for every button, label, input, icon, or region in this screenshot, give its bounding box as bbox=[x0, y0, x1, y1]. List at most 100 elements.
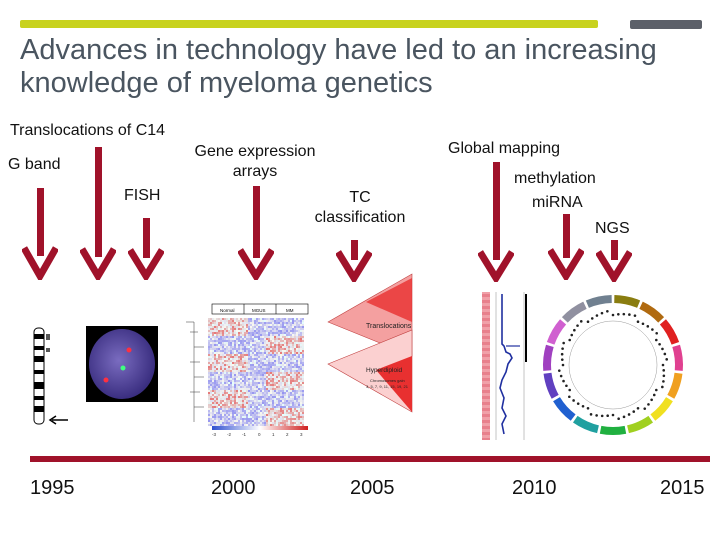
heatmap-cell bbox=[294, 324, 296, 326]
heatmap-cell bbox=[290, 346, 292, 348]
heatmap-cell bbox=[256, 324, 258, 326]
heatmap-cell bbox=[270, 344, 272, 346]
heatmap-cell bbox=[218, 362, 220, 364]
heatmap-cell bbox=[254, 354, 256, 356]
heatmap-cell bbox=[282, 408, 284, 410]
heatmap-cell bbox=[260, 422, 262, 424]
circos-point bbox=[627, 413, 631, 416]
heatmap-cell bbox=[208, 358, 210, 360]
heatmap-cell bbox=[258, 352, 260, 354]
heatmap-cell bbox=[252, 354, 254, 356]
heatmap-cell bbox=[254, 324, 256, 326]
heatmap-cell bbox=[230, 402, 232, 404]
heatmap-cell bbox=[246, 404, 248, 406]
heatmap-cell bbox=[274, 332, 276, 334]
heatmap-cell bbox=[272, 390, 274, 392]
heatmap-cell bbox=[290, 420, 292, 422]
heatmap-cell bbox=[248, 342, 250, 344]
heatmap-cell bbox=[288, 376, 290, 378]
heatmap-cell bbox=[302, 382, 304, 384]
heatmap-cell bbox=[242, 412, 244, 414]
heatmap-cell bbox=[212, 380, 214, 382]
heatmap-cell bbox=[242, 420, 244, 422]
heatmap-cell bbox=[282, 336, 284, 338]
heatmap-cell bbox=[230, 334, 232, 336]
heatmap-cell bbox=[228, 424, 230, 426]
heatmap-cell bbox=[210, 334, 212, 336]
heatmap-cell bbox=[260, 320, 262, 322]
heatmap-cell bbox=[256, 392, 258, 394]
heatmap-cell bbox=[232, 412, 234, 414]
heatmap-cell bbox=[276, 380, 278, 382]
heatmap-cell bbox=[270, 404, 272, 406]
heatmap-cell bbox=[226, 374, 228, 376]
heatmap-cell bbox=[210, 322, 212, 324]
heatmap-cell bbox=[220, 366, 222, 368]
heatmap-cell bbox=[244, 348, 246, 350]
heatmap-cell bbox=[282, 414, 284, 416]
heatmap-cell bbox=[216, 420, 218, 422]
heatmap-cell bbox=[210, 320, 212, 322]
heatmap-cell bbox=[300, 340, 302, 342]
heatmap-cell bbox=[218, 320, 220, 322]
heatmap-cell bbox=[288, 390, 290, 392]
heatmap-cell bbox=[252, 370, 254, 372]
heatmap-cell bbox=[242, 362, 244, 364]
heatmap-cell bbox=[218, 402, 220, 404]
heatmap-cell bbox=[258, 418, 260, 420]
heatmap-cell bbox=[294, 412, 296, 414]
heatmap-cell bbox=[274, 358, 276, 360]
heatmap-cell bbox=[282, 412, 284, 414]
heatmap-cell bbox=[252, 392, 254, 394]
circos-point bbox=[573, 328, 576, 332]
heatmap-cell bbox=[282, 390, 284, 392]
heatmap-cell bbox=[240, 356, 242, 358]
heatmap-cell bbox=[220, 410, 222, 412]
heatmap-cell bbox=[282, 370, 284, 372]
heatmap-cell bbox=[256, 380, 258, 382]
heatmap-cell bbox=[230, 324, 232, 326]
heatmap-cell bbox=[274, 382, 276, 384]
heatmap-cell bbox=[252, 356, 254, 358]
heatmap-cell bbox=[250, 328, 252, 330]
heatmap-cell bbox=[222, 380, 224, 382]
heatmap-cell bbox=[208, 354, 210, 356]
heatmap-cell bbox=[268, 392, 270, 394]
heatmap-cell bbox=[282, 376, 284, 378]
heatmap-cell bbox=[256, 404, 258, 406]
heatmap-cell bbox=[300, 396, 302, 398]
heatmap-cell bbox=[300, 322, 302, 324]
heatmap-cell bbox=[210, 386, 212, 388]
heatmap-cell bbox=[240, 408, 242, 410]
heatmap-cell bbox=[256, 422, 258, 424]
heatmap-cell bbox=[266, 318, 268, 320]
heatmap-cell bbox=[262, 390, 264, 392]
heatmap-cell bbox=[218, 394, 220, 396]
heatmap-cell bbox=[294, 366, 296, 368]
heatmap-cell bbox=[254, 334, 256, 336]
heatmap-cell bbox=[216, 336, 218, 338]
heatmap-cell bbox=[288, 322, 290, 324]
heatmap-cell bbox=[212, 390, 214, 392]
heatmap-cell bbox=[224, 398, 226, 400]
heatmap-cell bbox=[284, 350, 286, 352]
heatmap-cell bbox=[240, 392, 242, 394]
heatmap-cell bbox=[222, 364, 224, 366]
heatmap-cell bbox=[270, 392, 272, 394]
heatmap-cell bbox=[252, 368, 254, 370]
circos-point bbox=[559, 374, 563, 378]
heatmap-cell bbox=[298, 334, 300, 336]
heatmap-cell bbox=[296, 348, 298, 350]
heatmap-cell bbox=[220, 416, 222, 418]
heatmap-scale-tick: 3 bbox=[300, 432, 303, 437]
label-translocations: Translocations of C14 bbox=[10, 122, 166, 139]
heatmap-cell bbox=[302, 364, 304, 366]
heatmap-cell bbox=[280, 374, 282, 376]
heatmap-cell bbox=[210, 380, 212, 382]
heatmap-cell bbox=[270, 398, 272, 400]
heatmap-cell bbox=[250, 330, 252, 332]
heatmap-cell bbox=[284, 382, 286, 384]
heatmap-cell bbox=[268, 414, 270, 416]
heatmap-cell bbox=[288, 318, 290, 320]
heatmap-cell bbox=[212, 398, 214, 400]
